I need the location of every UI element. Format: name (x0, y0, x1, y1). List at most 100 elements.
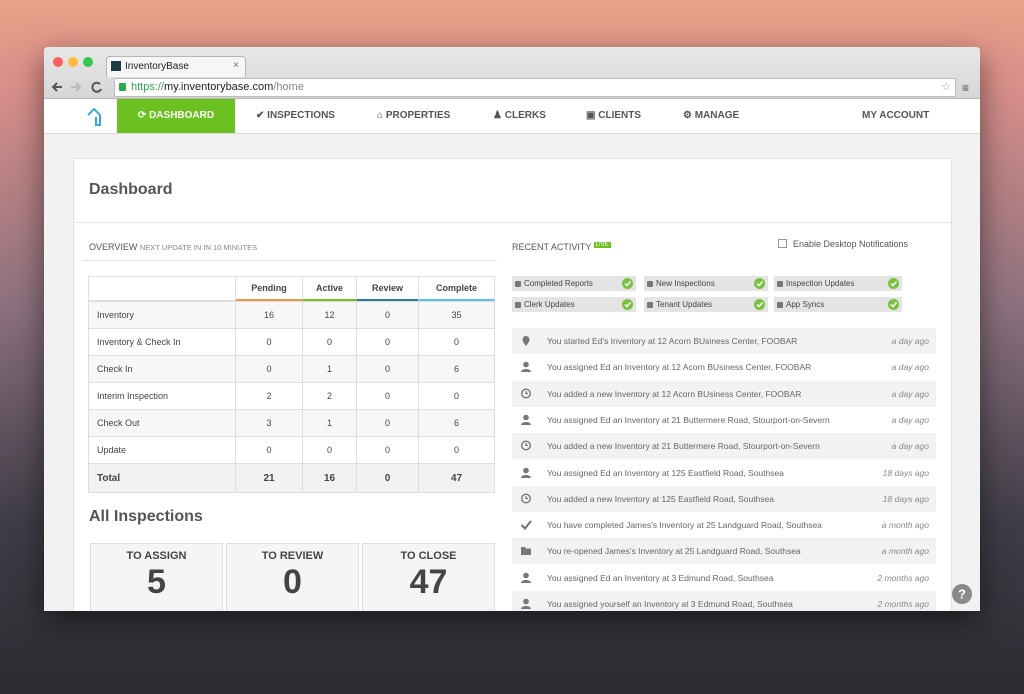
help-button[interactable]: ? (951, 583, 973, 605)
table-value: 16 (235, 301, 303, 329)
table-value: 6 (418, 355, 495, 383)
menu-button[interactable]: ≡ (962, 81, 970, 95)
filter-icon (777, 302, 783, 308)
activity-item: You have completed James's Inventory at … (512, 512, 936, 539)
browser-chrome: InventoryBase × https://my.inventorybase… (44, 47, 980, 99)
nav-buttons[interactable] (50, 80, 110, 94)
table-value: 16 (302, 463, 357, 493)
nav-item[interactable]: ⟳ DASHBOARD (117, 99, 235, 133)
activity-time: 2 months ago (877, 599, 929, 609)
nav-label: CLERKS (504, 110, 546, 121)
nav-label: PROPERTIES (385, 110, 451, 121)
activity-filter[interactable]: New Inspections (644, 276, 768, 291)
table-value: 47 (418, 463, 495, 493)
filter-icon (647, 302, 653, 308)
activity-icon (521, 388, 531, 399)
table-value: 2 (302, 382, 357, 410)
notifications-option[interactable]: Enable Desktop Notifications (778, 239, 908, 249)
notifications-label: Enable Desktop Notifications (793, 239, 909, 249)
filter-icon (515, 302, 521, 308)
table-value: 0 (418, 328, 495, 356)
activity-time: 18 days ago (882, 493, 929, 504)
activity-icon (521, 547, 531, 556)
tab-title: InventoryBase (125, 61, 189, 72)
url-path: /home (273, 81, 304, 93)
activity-text: You re-opened James's Inventory at 25 La… (547, 546, 801, 557)
stat-label: TO CLOSE (400, 550, 457, 562)
table-value: 21 (235, 463, 303, 493)
stat-card: TO ASSIGN 5 (90, 543, 223, 611)
nav-item[interactable]: ⌂ PROPERTIES (377, 110, 451, 121)
filter-check (754, 278, 765, 289)
activity-text: You assigned Ed an Inventory at 3 Edmund… (547, 572, 774, 583)
activity-icon (521, 493, 531, 504)
activity-filter[interactable]: App Syncs (774, 297, 902, 312)
activity-time: a day ago (891, 336, 929, 346)
nav-label: CLIENTS (598, 110, 642, 121)
activity-time: a day ago (891, 414, 929, 425)
activity-time: 18 days ago (882, 467, 929, 478)
activity-icon (521, 598, 531, 609)
svg-text:?: ? (958, 587, 966, 602)
stat-card: TO REVIEW 0 (226, 543, 359, 611)
activity-time: 2 months ago (877, 572, 929, 583)
activity-icon (521, 361, 531, 373)
activity-filter[interactable]: Completed Reports (512, 276, 636, 291)
filter-label: Clerk Updates (524, 300, 575, 309)
filter-check (754, 299, 765, 310)
activity-item: You re-opened James's Inventory at 25 La… (512, 538, 936, 565)
column-header: Review (356, 276, 419, 301)
activity-item: You added a new Inventory at 12 Acorn BU… (512, 380, 936, 407)
account-link[interactable]: MY ACCOUNT (862, 110, 930, 121)
section-title: All Inspections (89, 508, 203, 525)
table-value: 0 (235, 328, 303, 356)
logo[interactable] (86, 107, 102, 127)
table-value: 0 (356, 409, 419, 437)
activity-text: You have completed James's Inventory at … (547, 520, 822, 531)
filter-label: App Syncs (786, 300, 825, 309)
activity-filter[interactable]: Clerk Updates (512, 297, 636, 312)
header-blank (88, 276, 236, 301)
stat-value: 0 (283, 563, 302, 601)
filter-check (622, 278, 633, 289)
filter-icon (777, 281, 783, 287)
live-badge: LIVE (593, 242, 611, 248)
filter-label: Tenant Updates (656, 300, 713, 309)
activity-item: You assigned Ed an Inventory at 21 Butte… (512, 406, 936, 433)
activity-filter[interactable]: Inspection Updates (774, 276, 902, 291)
table-value: 0 (302, 328, 357, 356)
overview-heading: OVERVIEW NEXT UPDATE IN IN 10 MINUTES (89, 242, 257, 252)
activity-item: You assigned Ed an Inventory at 125 East… (512, 459, 936, 486)
table-value: 6 (418, 409, 495, 437)
table-value: 0 (356, 355, 419, 383)
stat-card: TO CLOSE 47 (362, 543, 495, 611)
activity-item: You added a new Inventory at 125 Eastfie… (512, 485, 936, 512)
row-label: Interim Inspection (88, 382, 236, 410)
address-bar[interactable]: https://my.inventorybase.com/home ☆ (114, 78, 956, 97)
activity-text: You assigned Ed an Inventory at 12 Acorn… (547, 362, 812, 373)
activity-time: a day ago (891, 441, 929, 452)
nav-item[interactable]: ♟ CLERKS (493, 110, 546, 121)
activity-filter[interactable]: Tenant Updates (644, 297, 768, 312)
row-label: Update (88, 436, 236, 464)
activity-item: You assigned Ed an Inventory at 3 Edmund… (512, 564, 936, 591)
activity-text: You assigned Ed an Inventory at 125 East… (547, 467, 784, 478)
table-value: 0 (418, 436, 495, 464)
activity-icon (521, 414, 531, 425)
dashboard-card: Dashboard OVERVIEW NEXT UPDATE IN IN 10 … (73, 158, 952, 611)
table-value: 0 (235, 436, 303, 464)
table-value: 3 (235, 409, 303, 437)
browser-tab[interactable]: InventoryBase × (106, 56, 246, 77)
table-value: 0 (356, 382, 419, 410)
activity-item: You assigned yourself an Inventory at 3 … (512, 591, 936, 611)
nav-item[interactable]: ⚙ MANAGE (683, 110, 740, 121)
row-label: Inventory & Check In (88, 328, 236, 356)
nav-item[interactable]: ▣ CLIENTS (586, 110, 642, 121)
table-value: 0 (356, 436, 419, 464)
stat-label: TO ASSIGN (126, 550, 187, 562)
nav-item[interactable]: ✔ INSPECTIONS (256, 110, 335, 121)
activity-time: a month ago (881, 546, 929, 557)
browser-window: InventoryBase × https://my.inventorybase… (44, 47, 980, 611)
table-value: 1 (302, 355, 357, 383)
activity-time: a day ago (891, 388, 929, 399)
